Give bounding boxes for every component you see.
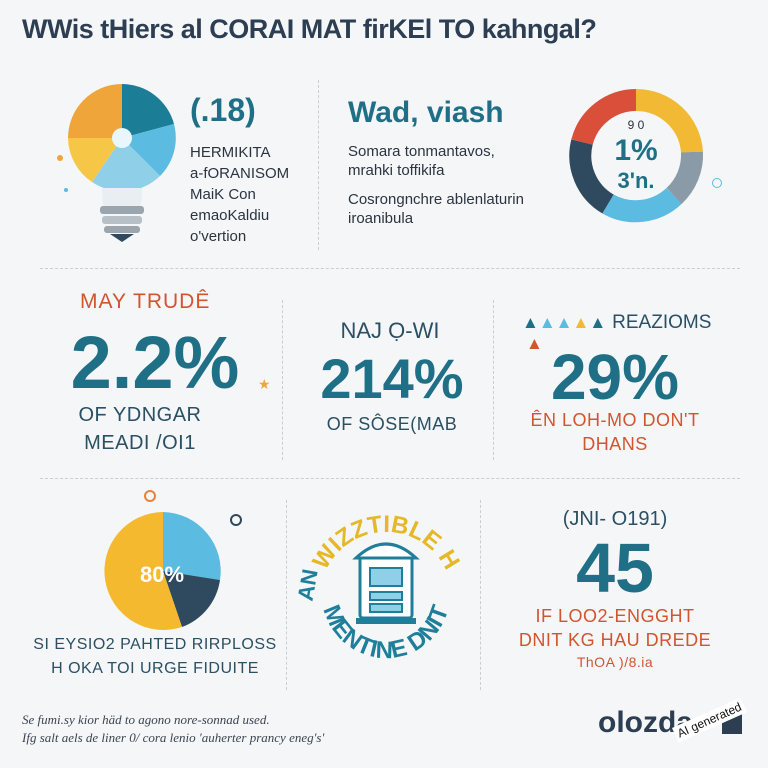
reazioms-heading: ▲ ▲ ▲ ▲ ▲ REAZIOMS ▲ — [522, 312, 722, 354]
footer-line-1: Se fumi.sy kior häd to agono nore-sonnad… — [22, 712, 270, 727]
stat1-value: 2.2% — [70, 321, 240, 404]
top-left-caption: HERMIKITA a-fORANISOM MaiK Con emaoKaldi… — [190, 142, 312, 247]
stat4-caption-2: DNIT KG HAU DREDE — [518, 630, 712, 650]
stat3-caption-2: DHANS — [582, 434, 648, 454]
donut-chart — [566, 86, 706, 226]
stat1-caption-1: OF YDNGAR — [78, 404, 202, 426]
pie-chart — [100, 508, 226, 634]
top-middle-heading: Wad, viash — [348, 96, 504, 129]
stat2-value: 214% — [320, 347, 464, 410]
stat4-caption-3: ThOA )/8.ia — [576, 654, 654, 670]
badge-arc-left: AN — [298, 567, 323, 603]
stat1-caption-2: MEADI /OI1 — [84, 432, 196, 454]
stat2-caption: OF SÔSE(MAB — [326, 414, 458, 434]
stat3-label: REAZIOMS — [612, 312, 712, 333]
col-divider-bot-2 — [480, 500, 481, 690]
text-line: Somara tonmantavos, — [348, 143, 495, 160]
row-divider-2 — [40, 478, 740, 479]
arrow-up-icon: ▲ — [589, 313, 607, 332]
caption-line: MaiK Con — [190, 186, 256, 203]
dot-icon — [144, 490, 156, 502]
caption-line: a-fORANISOM — [190, 165, 290, 182]
stat4-caption-1: IF LOO2-ENGGHT — [535, 606, 695, 626]
donut-percent: 1% — [614, 134, 658, 167]
caption-line: HERMIKITA — [190, 144, 271, 161]
row-divider-1 — [40, 268, 740, 269]
caption-line: emaoKaldiu — [190, 207, 270, 224]
star-icon: ★ — [258, 376, 271, 392]
caption-line: o'vertion — [190, 228, 247, 245]
pie-caption-1: SI EYSIO2 PAHTED RIRPLOSS — [33, 636, 277, 653]
stat1-label: MAY TRUDÊ — [80, 290, 211, 313]
dot-icon — [230, 514, 242, 526]
stat4-label: (JNI- O191) — [562, 508, 668, 530]
stat3-caption-1: ÊN LOH-MO DON'T — [530, 410, 700, 430]
footer-line-2: Ifg salt aels de liner 0/ cora lenio 'au… — [22, 730, 325, 745]
stat3-value: 29% — [550, 341, 680, 413]
page-title: WWis tHiers al CORAI MAT firKEl TO kahng… — [22, 14, 597, 44]
col-divider-bot-1 — [286, 500, 287, 690]
top-middle-text: Somara tonmantavos, mrahki toffikifa Cos… — [348, 142, 568, 228]
donut-small-label: 9 0 — [627, 118, 645, 132]
arrow-up-icon: ▲ — [522, 313, 539, 332]
lightbulb-icon — [52, 72, 192, 248]
donut-sub: 3'n. — [617, 168, 655, 193]
text-line: Cosrongnchre ablenlaturin — [348, 191, 524, 208]
top-left-value: (.18) — [190, 92, 256, 128]
arrow-up-icon: ▲ — [555, 313, 573, 332]
stat4-value: 45 — [576, 529, 654, 607]
stat2-label: NAJ Ọ-WI — [340, 318, 440, 343]
col-divider-mid-1 — [282, 300, 283, 460]
col-divider-top — [318, 80, 319, 250]
dot-icon — [712, 178, 722, 188]
arrow-up-icon: ▲ — [538, 313, 556, 332]
circular-badge: WIZZTIBLE H MENTINE DNIT AN — [293, 500, 474, 676]
text-line: iroanibula — [348, 210, 414, 227]
text-line: mrahki toffikifa — [348, 162, 445, 179]
col-divider-mid-2 — [493, 300, 494, 460]
arrow-up-icon: ▲ — [572, 313, 590, 332]
pie-caption-2: H OKA TOI URGE FIDUITE — [51, 660, 259, 677]
arrow-up-icon: ▲ — [526, 334, 543, 353]
pie-label: 80% — [140, 562, 185, 587]
